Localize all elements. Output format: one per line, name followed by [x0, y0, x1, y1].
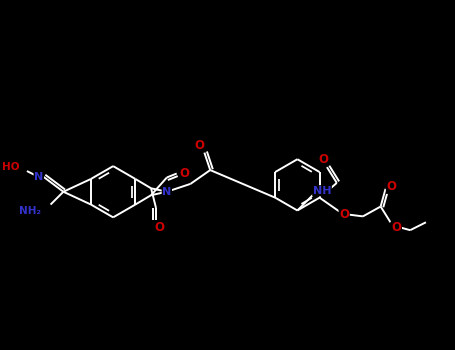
Text: O: O	[386, 180, 396, 193]
Text: N: N	[162, 187, 172, 197]
Text: NH₂: NH₂	[19, 206, 40, 216]
Text: NH: NH	[313, 186, 331, 196]
Text: O: O	[318, 153, 328, 166]
Text: O: O	[154, 221, 164, 234]
Text: O: O	[180, 167, 190, 180]
Text: O: O	[339, 208, 349, 221]
Text: O: O	[194, 139, 204, 152]
Text: N: N	[34, 172, 43, 182]
Text: HO: HO	[1, 162, 19, 172]
Text: O: O	[391, 221, 401, 234]
